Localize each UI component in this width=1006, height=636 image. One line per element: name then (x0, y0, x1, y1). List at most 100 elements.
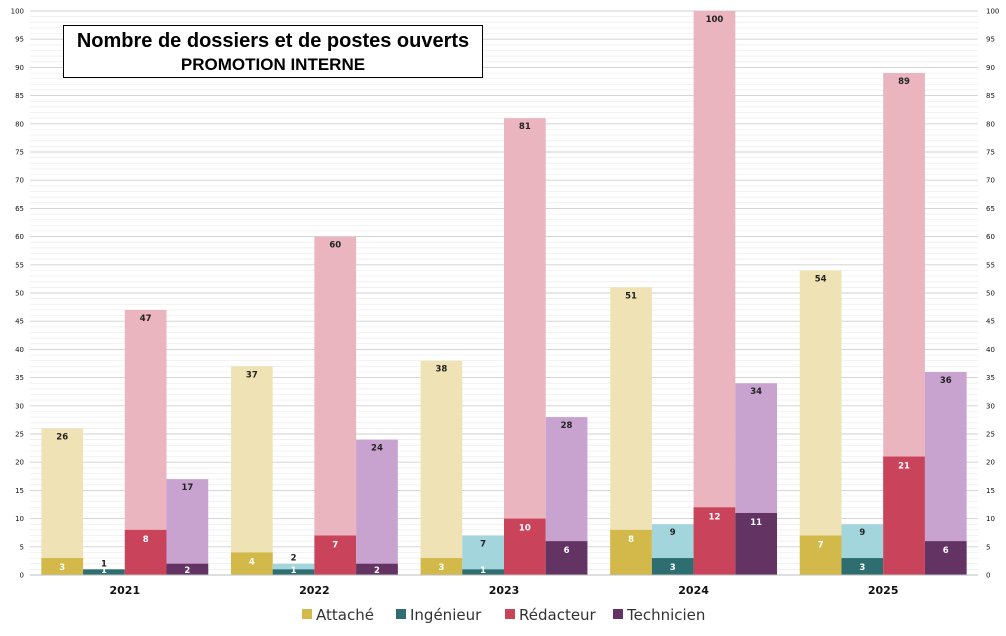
data-label-technicien-postes-2022: 2 (374, 566, 380, 576)
legend-item-attache: Attaché (302, 606, 374, 624)
y-tick-label-right: 95 (986, 36, 995, 44)
bar-attache-postes-2025 (799, 535, 842, 575)
data-label-attache-dossiers-2025: 54 (815, 274, 827, 284)
bar-redacteur-postes-2025 (883, 456, 925, 575)
y-tick-label-right: 25 (986, 431, 995, 439)
y-tick-label-right: 100 (986, 8, 999, 16)
data-label-attache-dossiers-2021: 26 (56, 432, 68, 442)
data-label-ingenieur-dossiers-2021: 1 (101, 559, 107, 569)
data-label-technicien-dossiers-2025: 36 (940, 376, 952, 386)
data-label-redacteur-postes-2022: 7 (332, 541, 338, 551)
data-label-ingenieur-postes-2022: 1 (291, 566, 297, 576)
data-label-technicien-dossiers-2024: 34 (750, 387, 762, 397)
y-tick-label-right: 65 (986, 205, 995, 213)
y-tick-label-right: 55 (986, 261, 995, 269)
y-tick-label-left: 95 (15, 36, 24, 44)
y-tick-label-left: 35 (15, 374, 24, 382)
bar-attache-dossiers-2023 (420, 360, 463, 575)
data-label-attache-postes-2021: 3 (59, 563, 65, 573)
y-tick-label-right: 0 (986, 572, 990, 580)
bar-ingenieur-postes-2025 (841, 558, 884, 575)
bar-technicien-dossiers-2021 (166, 479, 209, 575)
y-tick-label-left: 20 (15, 459, 24, 467)
bar-attache-dossiers-2021 (41, 428, 84, 575)
bar-technicien-postes-2022 (356, 563, 398, 575)
chart-title-line-1: Nombre de dossiers et de postes ouverts (76, 30, 470, 52)
legend-label-attache: Attaché (316, 606, 374, 624)
data-label-redacteur-dossiers-2021: 47 (140, 314, 152, 324)
y-tick-label-right: 85 (986, 92, 995, 100)
y-tick-label-left: 65 (15, 205, 24, 213)
y-tick-label-right: 35 (986, 374, 995, 382)
bar-ingenieur-postes-2022 (272, 569, 315, 575)
y-tick-label-left: 45 (15, 318, 24, 326)
chart-title: Nombre de dossiers et de postes ouverts … (63, 25, 483, 78)
data-label-redacteur-dossiers-2022: 60 (329, 241, 341, 251)
bar-technicien-postes-2023 (545, 541, 588, 575)
data-label-redacteur-postes-2024: 12 (709, 512, 721, 522)
data-label-ingenieur-postes-2021: 1 (101, 566, 107, 576)
y-tick-label-right: 15 (986, 487, 995, 495)
x-tick-label-2022: 2022 (299, 584, 330, 597)
y-tick-label-left: 85 (15, 92, 24, 100)
y-tick-label-right: 75 (986, 149, 995, 157)
y-tick-label-left: 80 (15, 120, 24, 128)
bar-attache-postes-2024 (610, 529, 652, 575)
data-label-redacteur-dossiers-2025: 89 (898, 77, 910, 87)
legend-swatch-attache (302, 609, 312, 619)
bar-attache-dossiers-2024 (610, 287, 652, 575)
data-label-redacteur-dossiers-2024: 100 (706, 15, 724, 25)
y-tick-label-right: 70 (986, 177, 995, 185)
y-tick-label-left: 0 (20, 572, 24, 580)
y-tick-label-left: 40 (15, 346, 24, 354)
y-tick-label-right: 30 (986, 402, 995, 410)
y-tick-label-right: 50 (986, 290, 995, 298)
bar-ingenieur-postes-2021 (83, 569, 125, 575)
data-label-ingenieur-postes-2025: 3 (859, 563, 865, 573)
bar-ingenieur-postes-2023 (462, 569, 504, 575)
y-tick-label-left: 90 (15, 64, 24, 72)
legend-item-technicien: Technicien (613, 606, 705, 624)
bar-attache-postes-2023 (420, 558, 463, 575)
bar-redacteur-dossiers-2023 (504, 118, 546, 575)
data-label-technicien-postes-2024: 11 (750, 518, 762, 528)
legend-label-redacteur: Rédacteur (519, 606, 597, 624)
data-label-attache-dossiers-2023: 38 (436, 365, 448, 375)
y-tick-label-left: 75 (15, 149, 24, 157)
data-label-technicien-dossiers-2021: 17 (181, 483, 193, 493)
bar-attache-dossiers-2022 (230, 366, 273, 575)
data-label-redacteur-postes-2025: 21 (898, 462, 910, 472)
legend-label-technicien: Technicien (626, 606, 705, 624)
data-label-attache-dossiers-2022: 37 (246, 370, 258, 380)
y-tick-label-left: 55 (15, 261, 24, 269)
legend-swatch-redacteur (505, 609, 515, 619)
y-tick-label-right: 10 (986, 515, 995, 523)
x-tick-label-2025: 2025 (868, 584, 899, 597)
legend: Attaché Ingénieur Rédacteur Technicien (302, 606, 705, 624)
x-tick-label-2023: 2023 (489, 584, 520, 597)
data-label-technicien-dossiers-2022: 24 (371, 444, 383, 454)
data-label-ingenieur-postes-2023: 1 (480, 566, 486, 576)
y-tick-label-left: 15 (15, 487, 24, 495)
y-tick-label-right: 45 (986, 318, 995, 326)
bar-technicien-postes-2024 (735, 512, 778, 575)
y-tick-label-left: 100 (11, 8, 24, 16)
bar-redacteur-postes-2022 (314, 535, 357, 575)
bar-technicien-postes-2025 (924, 541, 967, 575)
chart-title-line-2: PROMOTION INTERNE (180, 55, 366, 74)
y-tick-label-left: 10 (15, 515, 24, 523)
legend-item-redacteur: Rédacteur (505, 606, 597, 624)
bar-attache-postes-2021 (41, 558, 84, 575)
bar-technicien-postes-2021 (166, 563, 209, 575)
data-label-technicien-postes-2025: 6 (943, 546, 949, 556)
bar-technicien-dossiers-2022 (356, 439, 398, 575)
x-tick-label-2024: 2024 (678, 584, 709, 597)
data-label-ingenieur-dossiers-2025: 9 (859, 528, 865, 538)
bar-redacteur-postes-2024 (693, 507, 736, 575)
bar-redacteur-postes-2021 (124, 529, 167, 575)
legend-item-ingenieur: Ingénieur (396, 606, 482, 624)
legend-label-ingenieur: Ingénieur (410, 606, 482, 624)
